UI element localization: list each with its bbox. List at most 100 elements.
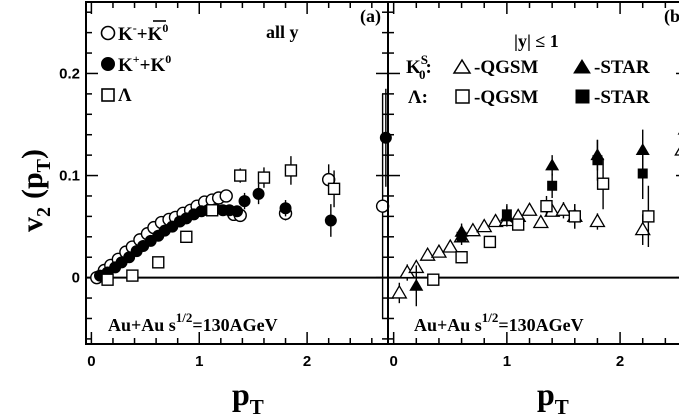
point-a-0 (219, 189, 233, 203)
legend-b-lambda-star: -STAR (594, 87, 650, 108)
point-b-0 (476, 218, 493, 233)
point-a-2 (101, 273, 114, 286)
point-b-2 (596, 177, 610, 190)
point-a-1 (379, 131, 392, 144)
point-b-0 (430, 243, 448, 258)
point-a-1 (238, 195, 251, 208)
point-a-2 (284, 164, 298, 177)
point-a-1 (252, 187, 265, 200)
point-b-2 (511, 218, 525, 231)
legend-b-k0s-star: -STAR (594, 57, 650, 78)
y-axis-title-close: ) (16, 149, 49, 159)
panel-a-system-prefix: Au+Au s (108, 315, 176, 335)
point-b-2 (540, 199, 553, 213)
legend-b-k0s-k: K (406, 57, 421, 78)
legend-a-kminus-k: K (118, 24, 133, 45)
legend-b-k0s: KS 0: (406, 52, 432, 82)
x-tick-label-a: 1 (195, 353, 203, 370)
panel-b: 0 1 2 (b |y| ≤ 1 Au+Au s1/2=130AGeV KS 0: -… (387, 1, 679, 370)
panel-b-system-label: Au+Au s1/2=130AGeV (414, 310, 584, 335)
point-a-2 (126, 269, 139, 282)
point-a-2 (234, 169, 247, 182)
point-b-0 (391, 284, 408, 299)
point-a-1 (279, 202, 292, 215)
legend-b-lambda-qgsm: -QGSM (474, 87, 538, 108)
legend-a-circle-filled (101, 57, 115, 71)
panel-a-rapidity: all y (266, 22, 299, 42)
legend-a-kminus-sup2: 0 (162, 21, 168, 35)
legend-a-kplus: K++K0 (118, 52, 171, 76)
legend-a-kplus-sup: + (133, 52, 140, 66)
point-b-0 (532, 214, 549, 229)
x-axis-title-b-p: p (537, 376, 555, 412)
point-b-3 (637, 168, 648, 179)
point-b-0 (442, 238, 459, 253)
point-b-0 (589, 213, 606, 228)
legend-b-triangle-filled (573, 59, 591, 74)
panel-a-legend: K-+K0 K++K0 Λ (100, 20, 171, 106)
panel-b-tag: (b (664, 6, 679, 27)
legend-a-kplus-plus: +K (140, 55, 166, 76)
legend-b-k0s-sup: S (421, 52, 428, 67)
point-b-3 (501, 209, 512, 220)
point-a-2 (152, 256, 165, 269)
legend-a-circle-open (100, 25, 116, 41)
y-axis-title: v2 (pT) (16, 149, 55, 232)
x-axis-title-a: pT (232, 376, 264, 419)
panel-b-legend: KS 0: -QGSM -STAR Λ: -QGSM -STAR (406, 52, 650, 108)
point-a-2 (327, 182, 341, 196)
point-a-2 (205, 204, 219, 217)
y-axis-title-arg: (p (16, 172, 49, 199)
point-b-1 (409, 278, 424, 291)
x-axis-title-b: pT (537, 376, 569, 419)
point-b-0 (464, 222, 482, 237)
point-b-3 (592, 155, 603, 166)
panel-a-system-exp: 1/2 (176, 310, 193, 325)
y-tick-label-a: 0.2 (59, 65, 80, 82)
panel-a-system-label: Au+Au s1/2=130AGeV (108, 310, 278, 335)
x-axis-title-a-sub: T (250, 395, 264, 419)
point-b-2 (455, 251, 468, 264)
point-b-2 (642, 210, 655, 223)
y-axis-title-arg-sub: T (33, 158, 55, 172)
x-axis-title-a-p: p (232, 376, 250, 412)
x-tick-label-b: 2 (616, 353, 624, 370)
point-a-0 (375, 199, 390, 213)
point-b-3 (547, 180, 558, 191)
point-b-0 (555, 201, 572, 216)
panel-a: 0 1 200.10.2 (a) all y Au+Au s1/2=130AGeV … (59, 1, 392, 370)
x-axis-title-b-sub: T (555, 395, 569, 419)
legend-a-kplus-k: K (118, 55, 133, 76)
point-b-2 (427, 273, 440, 286)
legend-a-kminus-plus: +K (137, 24, 163, 45)
legend-a-kminus: K-+K0 (118, 21, 168, 45)
point-b-0 (521, 201, 538, 216)
legend-b-square-filled (575, 89, 590, 104)
panel-b-rapidity: |y| ≤ 1 (514, 31, 559, 51)
y-tick-label-a: 0 (72, 270, 80, 287)
legend-a-kplus-sup2: 0 (165, 52, 171, 66)
y-axis-title-sub: 2 (33, 207, 55, 217)
point-b-0 (419, 246, 436, 261)
point-a-1 (231, 205, 243, 218)
legend-b-square-open (455, 89, 470, 104)
legend-a-lambda: Λ (118, 85, 132, 106)
panel-a-tag: (a) (360, 6, 381, 27)
panel-a-system-suffix: =130AGeV (192, 315, 277, 335)
panel-a-marks (90, 88, 392, 319)
x-tick-label-a: 2 (303, 353, 311, 370)
y-tick-label-a: 0.1 (59, 168, 80, 185)
point-a-2 (180, 230, 193, 244)
legend-b-k0s-qgsm: -QGSM (474, 57, 538, 78)
panel-b-frame (387, 1, 679, 345)
point-a-2 (257, 171, 271, 184)
legend-b-k0s-colon: : (426, 57, 432, 78)
legend-b-lambda: Λ: (408, 87, 428, 108)
y-axis-title-v: v (16, 217, 49, 232)
x-tick-label-a: 0 (87, 353, 95, 370)
panel-b-system-exp: 1/2 (482, 310, 499, 325)
legend-a-square-open (101, 88, 115, 102)
legend-b-k0s-sub: 0 (419, 67, 426, 82)
point-b-3 (456, 231, 467, 242)
x-tick-label-b: 1 (503, 353, 511, 370)
